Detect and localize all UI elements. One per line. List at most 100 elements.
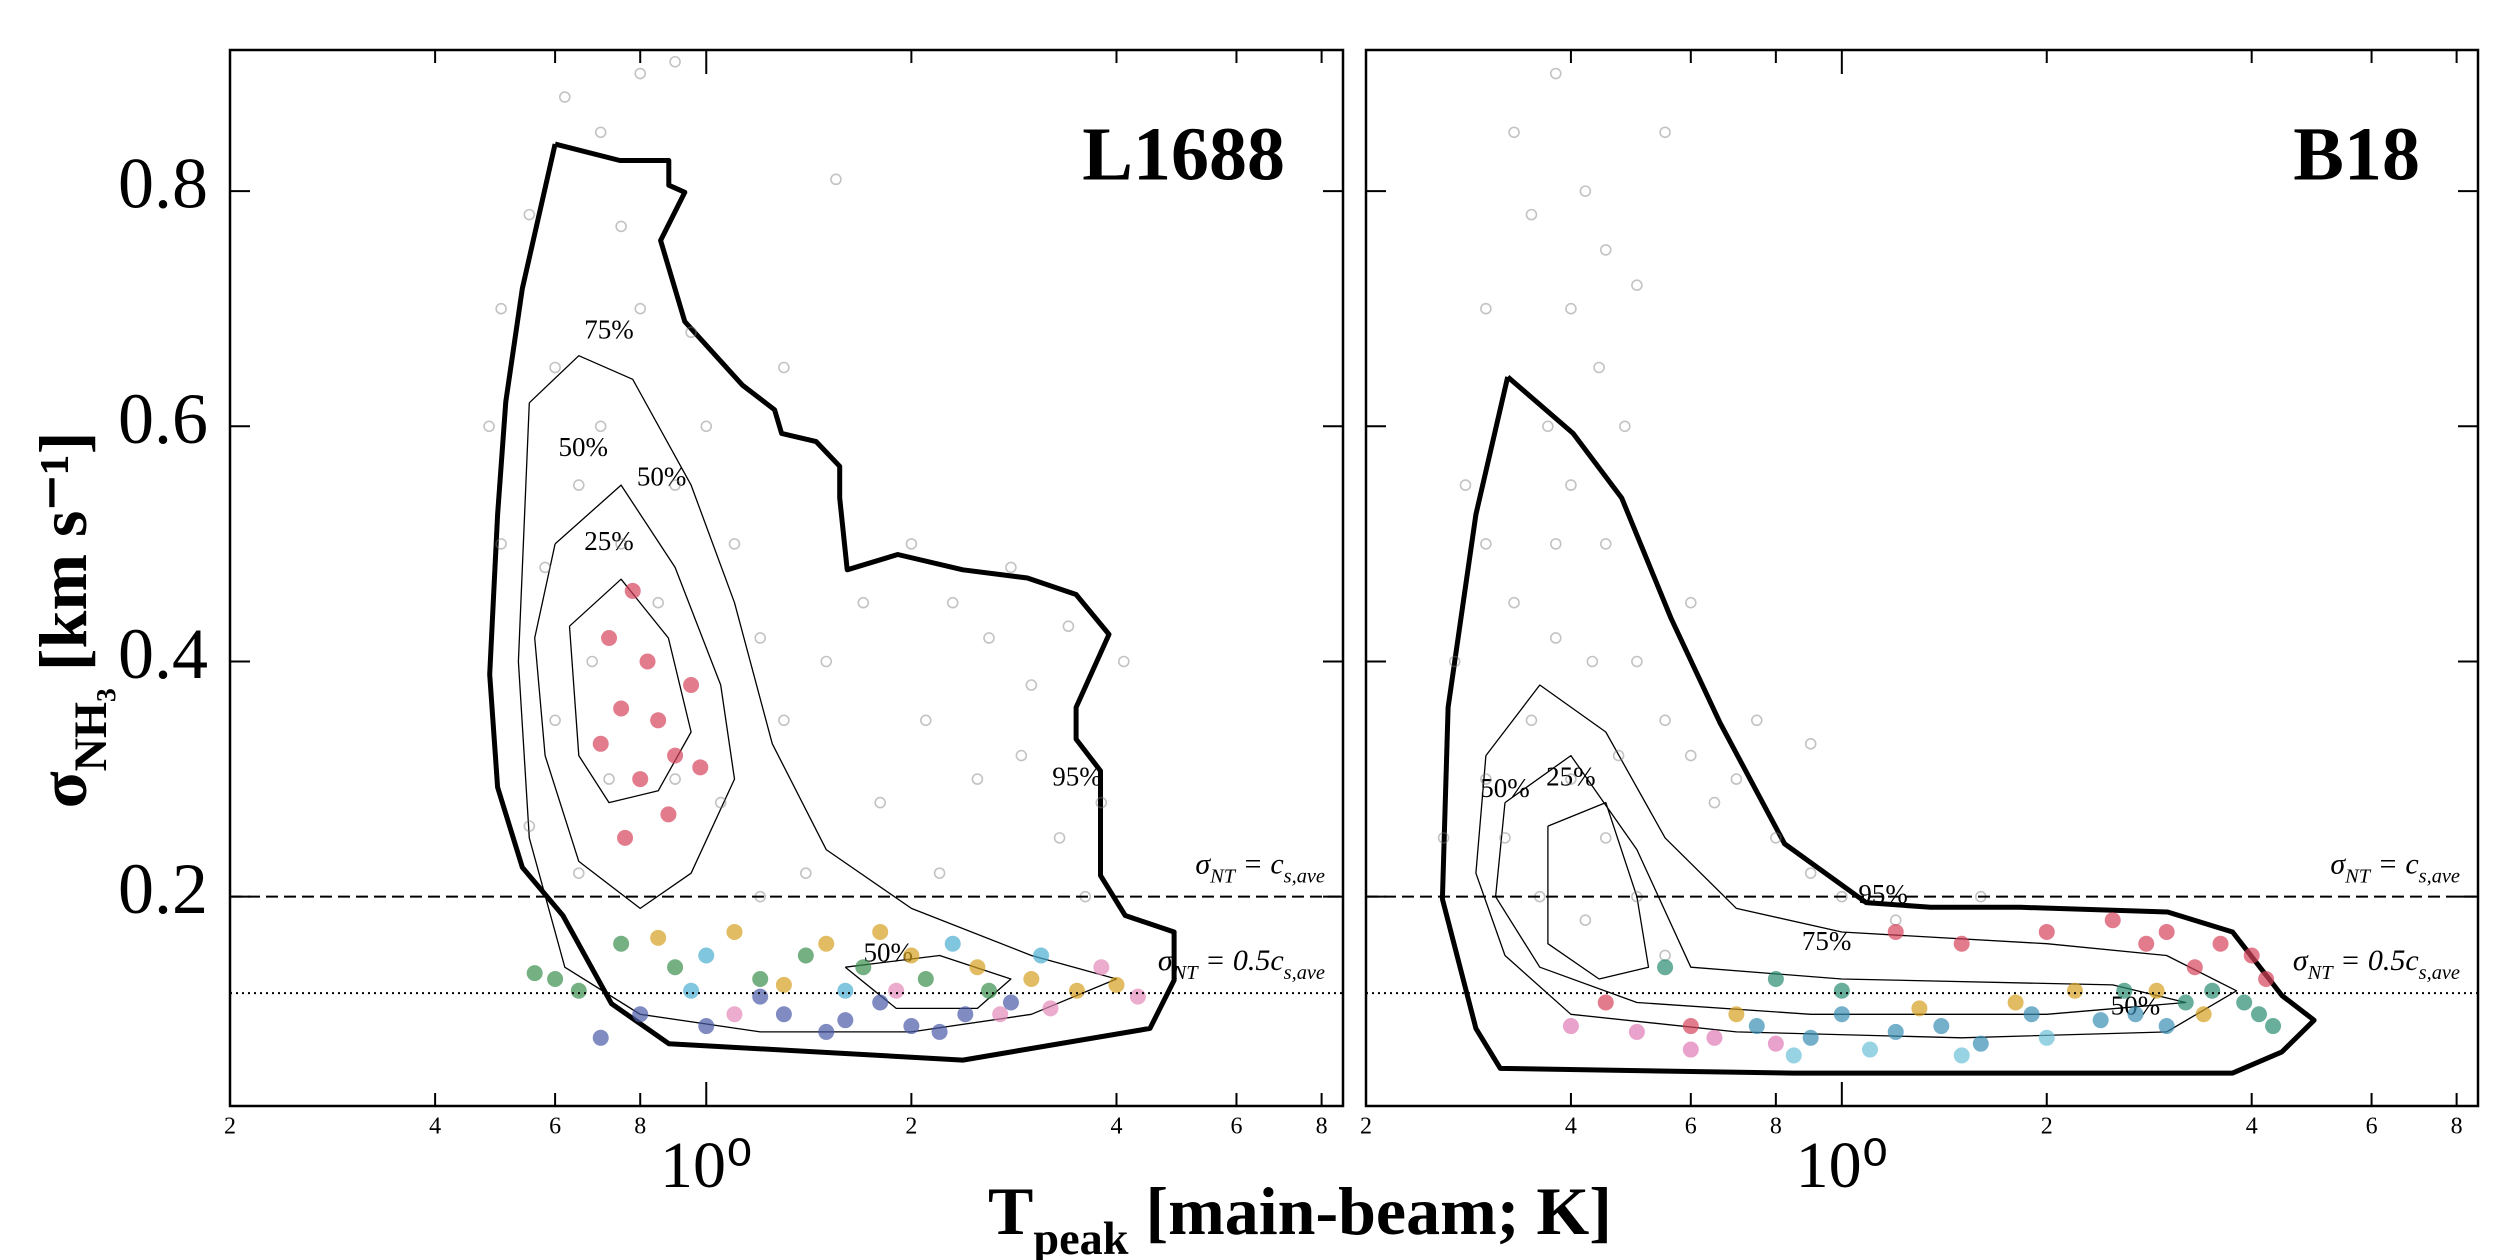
point bbox=[2258, 970, 2275, 987]
x-tick-label: 6 bbox=[1230, 1114, 1242, 1140]
hollow-point bbox=[1685, 749, 1697, 762]
hollow-point bbox=[1508, 126, 1520, 139]
hollow-point bbox=[669, 479, 681, 491]
point bbox=[692, 759, 709, 776]
hollow-point bbox=[1770, 832, 1782, 844]
point bbox=[2236, 994, 2253, 1011]
point bbox=[683, 982, 700, 999]
point bbox=[1833, 982, 1850, 999]
hollow-point bbox=[1565, 479, 1577, 491]
point bbox=[526, 965, 543, 982]
hollow-point bbox=[983, 632, 995, 644]
subscript: NT bbox=[2344, 865, 2372, 887]
x-tick-label: 4 bbox=[2246, 1114, 2258, 1140]
point bbox=[1042, 1000, 1059, 1017]
hollow-point bbox=[634, 67, 647, 80]
contour-label: 95% bbox=[1858, 879, 1908, 909]
y-tick-label: 0.2 bbox=[118, 849, 208, 929]
point bbox=[1108, 976, 1125, 993]
point bbox=[624, 582, 641, 599]
hollow-point bbox=[1549, 538, 1562, 550]
hollow-point bbox=[495, 302, 507, 315]
hollow-point bbox=[1095, 796, 1108, 809]
point bbox=[2158, 1018, 2175, 1035]
hollow-point bbox=[572, 867, 585, 879]
panel-title: B18 bbox=[2293, 112, 2420, 196]
hollow-point bbox=[778, 361, 790, 374]
reference-label: σNT = 0.5cs,ave bbox=[2293, 944, 2460, 984]
point bbox=[752, 988, 769, 1005]
point bbox=[1748, 1018, 1765, 1035]
hollow-point bbox=[1685, 596, 1697, 609]
point bbox=[903, 1018, 920, 1035]
hollow-point bbox=[905, 538, 918, 550]
hollow-point bbox=[1565, 302, 1577, 315]
hollow-point bbox=[669, 773, 681, 785]
hollow-point bbox=[778, 714, 790, 727]
x-tick-label: 8 bbox=[1316, 1114, 1328, 1140]
x-tick-label: 4 bbox=[429, 1114, 441, 1140]
subscript: s,ave bbox=[2419, 865, 2460, 887]
point bbox=[775, 1006, 792, 1023]
point bbox=[660, 806, 677, 823]
point bbox=[837, 1012, 854, 1029]
point bbox=[2177, 994, 2194, 1011]
hollow-point bbox=[920, 714, 932, 727]
hollow-point bbox=[1631, 655, 1643, 668]
x-tick-label: 4 bbox=[1110, 1114, 1122, 1140]
x-tick-label: 2 bbox=[1360, 1114, 1372, 1140]
y-tick-label: 0.4 bbox=[118, 614, 208, 694]
hollow-point bbox=[603, 773, 615, 785]
hollow-point bbox=[1659, 949, 1671, 962]
hollow-point bbox=[1593, 361, 1605, 374]
hollow-point bbox=[539, 561, 551, 574]
text-part: [km s⁻¹] bbox=[25, 432, 101, 689]
point bbox=[2243, 947, 2260, 964]
point bbox=[818, 935, 835, 952]
point bbox=[931, 1023, 948, 1040]
point bbox=[888, 982, 905, 999]
point bbox=[1833, 1006, 1850, 1023]
hollow-point bbox=[1015, 749, 1028, 762]
point bbox=[2116, 982, 2133, 999]
point bbox=[617, 829, 634, 846]
contour-label: 50% bbox=[559, 432, 609, 462]
point bbox=[1033, 947, 1050, 964]
point bbox=[613, 935, 630, 952]
hollow-point bbox=[652, 596, 664, 609]
hollow-point bbox=[1448, 655, 1461, 668]
hollow-point bbox=[1579, 185, 1592, 197]
y-axis-label: σNH₃ [km s⁻¹] bbox=[25, 432, 118, 809]
subscript: s,ave bbox=[2419, 962, 2460, 984]
text-part: = 0.5c bbox=[2333, 944, 2419, 977]
point bbox=[1657, 959, 1674, 976]
text-part: [main-beam; K] bbox=[1128, 1173, 1611, 1249]
hollow-point bbox=[1480, 538, 1492, 550]
point bbox=[855, 959, 872, 976]
point bbox=[957, 1006, 974, 1023]
hollow-point bbox=[1005, 561, 1017, 574]
hollow-point bbox=[1062, 620, 1075, 633]
point bbox=[1767, 1035, 1784, 1052]
point bbox=[2204, 982, 2221, 999]
point bbox=[1767, 970, 1784, 987]
hollow-point bbox=[830, 173, 842, 186]
contour bbox=[534, 484, 736, 910]
point bbox=[613, 700, 630, 717]
point bbox=[981, 982, 998, 999]
subscript: s,ave bbox=[1284, 962, 1325, 984]
point bbox=[1802, 1029, 1819, 1046]
point bbox=[1002, 994, 1019, 1011]
text-part: = c bbox=[1235, 848, 1284, 881]
hollow-point bbox=[1525, 208, 1538, 221]
point bbox=[698, 947, 715, 964]
point bbox=[1129, 988, 1146, 1005]
point bbox=[944, 935, 961, 952]
point bbox=[1682, 1018, 1699, 1035]
hollow-point bbox=[1730, 773, 1743, 785]
point bbox=[797, 947, 814, 964]
point bbox=[1682, 1041, 1699, 1058]
hollow-point bbox=[820, 655, 833, 668]
hollow-point bbox=[1549, 67, 1562, 80]
point bbox=[2038, 923, 2055, 940]
